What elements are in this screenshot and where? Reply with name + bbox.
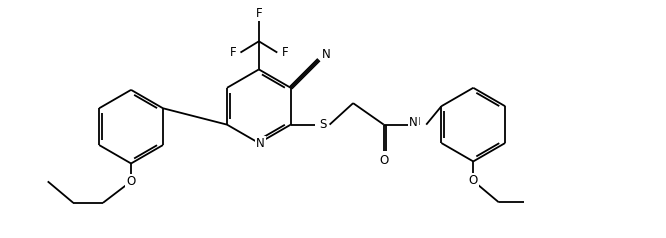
Text: S: S <box>319 118 326 131</box>
Text: N: N <box>409 116 418 129</box>
Text: H: H <box>414 117 421 127</box>
Text: F: F <box>256 7 262 20</box>
Text: F: F <box>282 46 288 59</box>
Text: O: O <box>127 175 136 188</box>
Text: O: O <box>469 174 478 187</box>
Text: N: N <box>256 137 265 149</box>
Text: O: O <box>379 154 388 167</box>
Text: N: N <box>322 48 330 61</box>
Text: F: F <box>230 46 236 59</box>
